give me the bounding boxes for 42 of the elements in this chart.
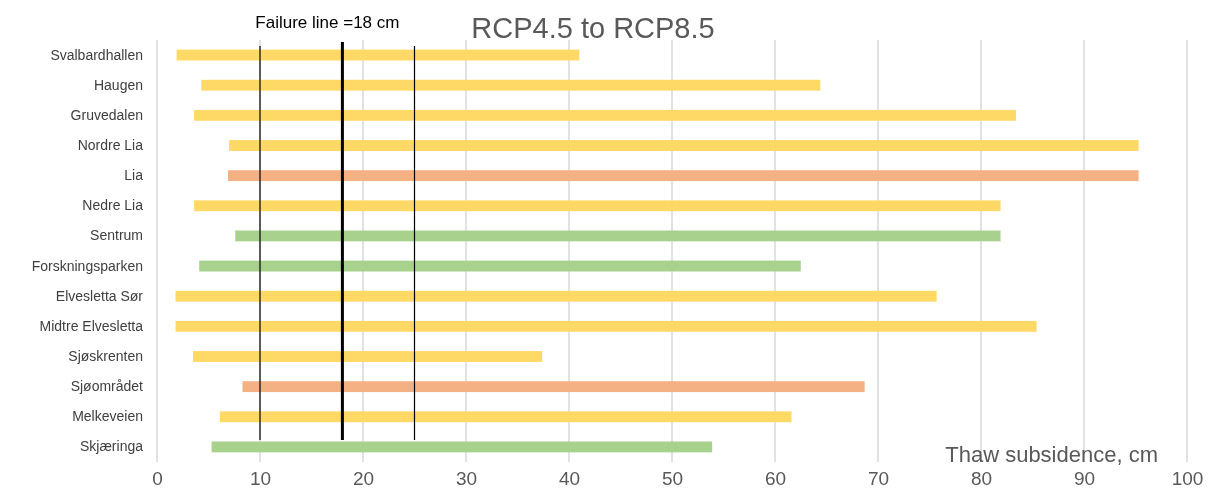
y-tick-label: Haugen (93, 76, 143, 93)
y-tick-label: Nedre Lia (82, 197, 144, 214)
y-tick-label: Gruvedalen (70, 106, 143, 123)
x-tick-label: 30 (455, 468, 478, 490)
y-tick-label: Lia (124, 167, 144, 184)
y-tick-label: Svalbardhallen (50, 46, 143, 63)
y-tick-label: Sjøområdet (70, 378, 144, 395)
x-tick-label: 70 (867, 468, 890, 490)
y-tick-label: Sentrum (90, 227, 143, 244)
bar (194, 109, 1017, 121)
chart-title: RCP4.5 to RCP8.5 (471, 12, 715, 44)
bar (201, 79, 821, 91)
bar (229, 140, 1139, 151)
bar (176, 49, 580, 61)
y-tick-label: Forskningsparken (31, 257, 143, 274)
y-tick-label: Midtre Elvesletta (39, 317, 144, 334)
y-tick-label: Sjøskrenten (68, 347, 143, 364)
x-tick-label: 100 (1171, 468, 1204, 490)
x-tick-label: 40 (558, 468, 581, 490)
x-tick-label: 0 (152, 468, 163, 490)
ref-line-label: Failure line =18 cm (255, 13, 400, 32)
bar (228, 170, 1139, 182)
x-tick-label: 60 (764, 468, 787, 490)
x-tick-label: 90 (1073, 468, 1096, 490)
bar (194, 200, 1001, 212)
bar (199, 260, 801, 272)
bar (219, 411, 792, 423)
bar (211, 441, 713, 453)
x-tick-label: 20 (352, 468, 375, 490)
y-tick-label: Nordre Lia (77, 136, 144, 153)
bar (235, 230, 1001, 242)
x-tick-label: 10 (249, 468, 272, 490)
y-tick-label: Skjæringa (79, 438, 144, 455)
bar (193, 351, 543, 362)
y-tick-label: Elvesletta Sør (55, 287, 144, 304)
x-tick-label: 50 (661, 468, 684, 490)
bar (242, 381, 865, 393)
y-tick-label: Melkeveien (72, 408, 143, 425)
bar (175, 290, 937, 302)
bar (175, 320, 1037, 332)
x-axis-title: Thaw subsidence, cm (945, 442, 1158, 467)
x-tick-label: 80 (970, 468, 993, 490)
